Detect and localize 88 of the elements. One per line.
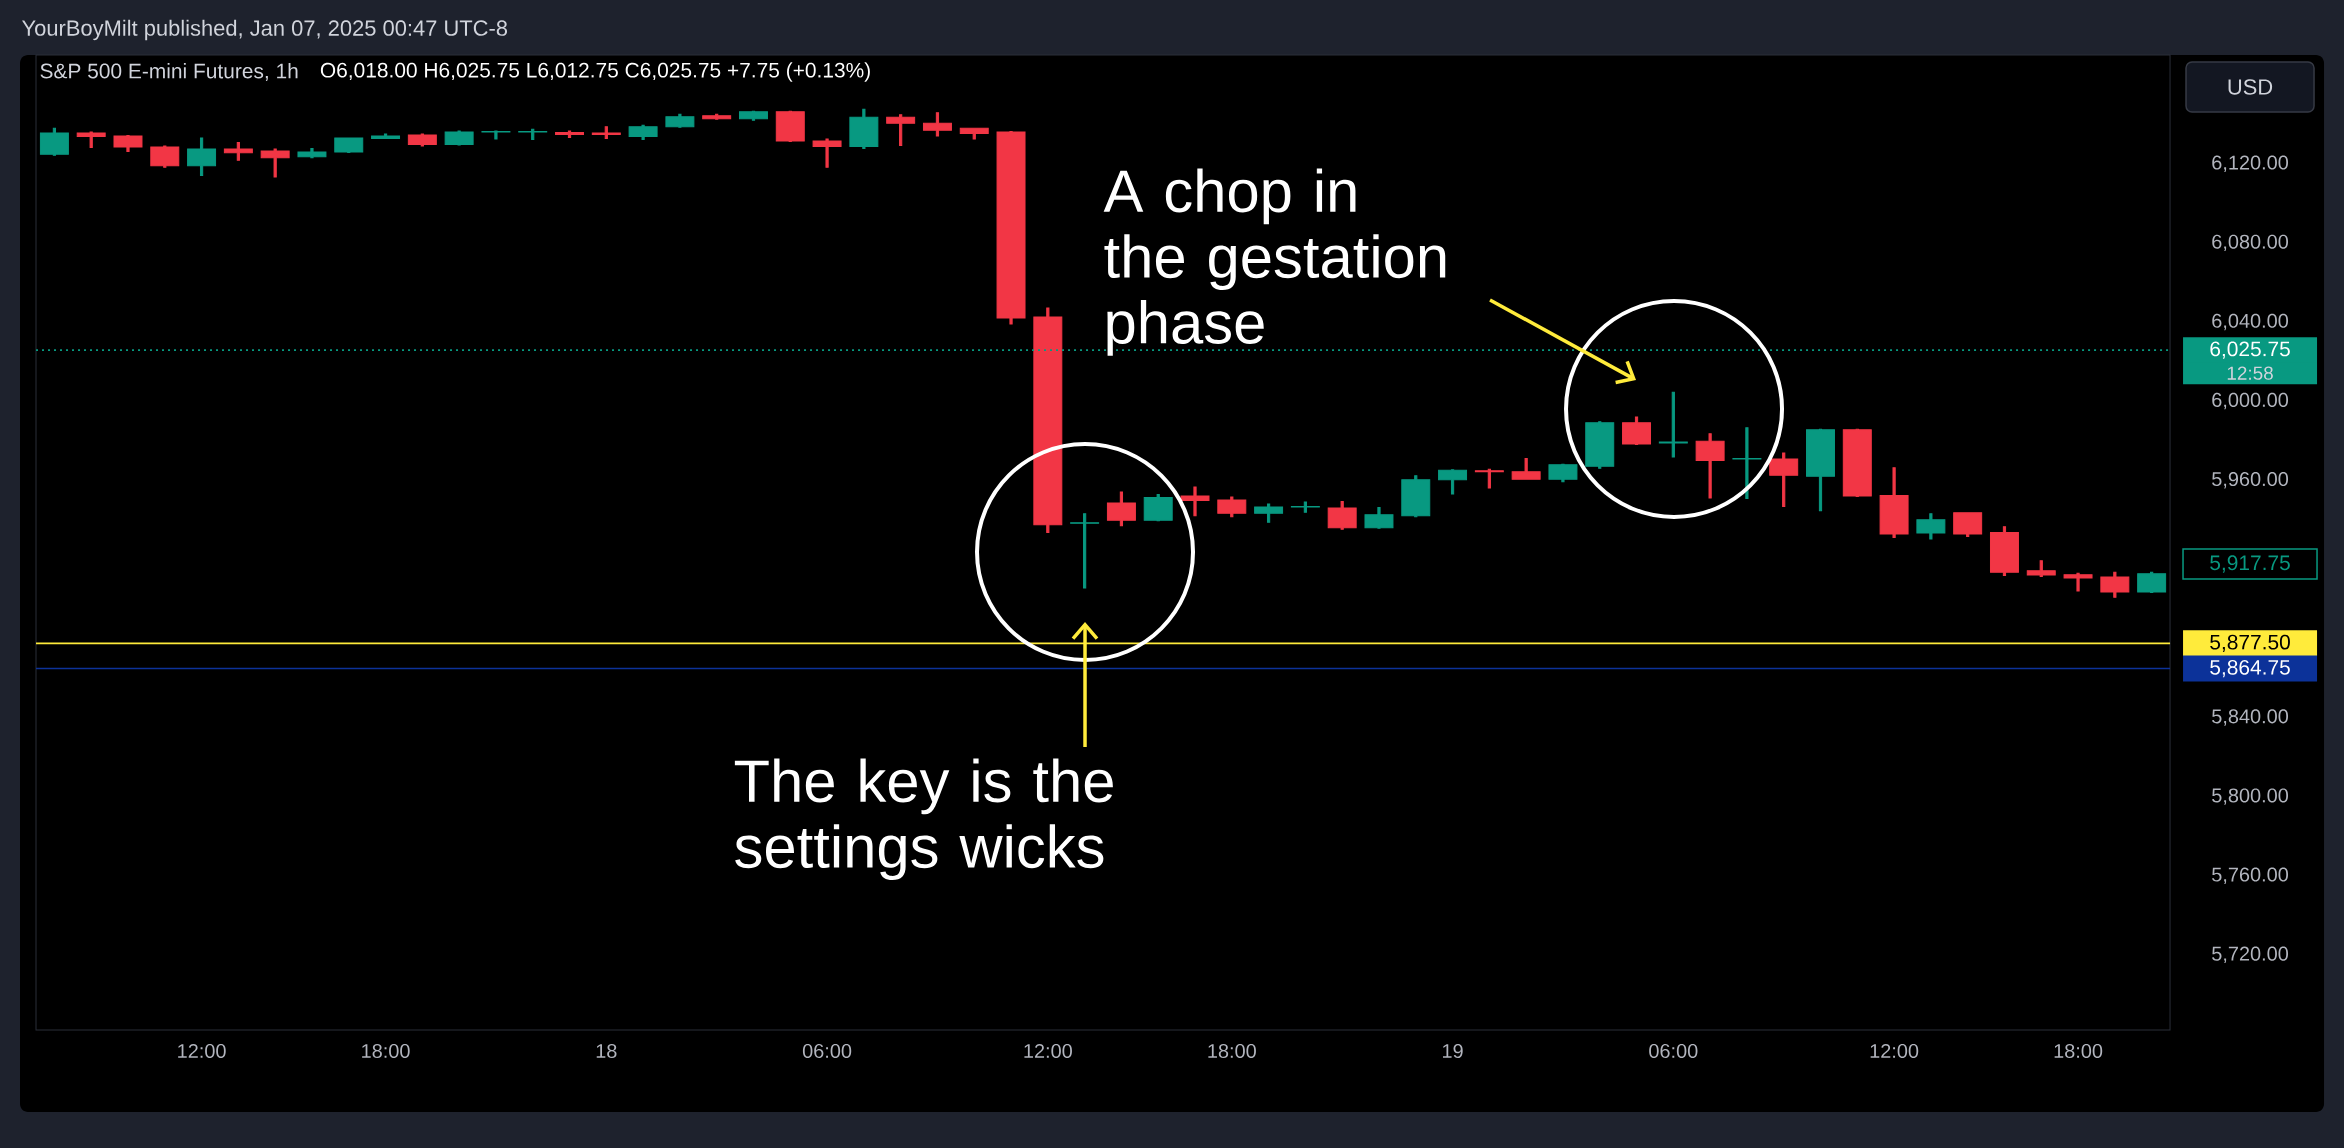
text: YourBoyMilt published, Jan 07, 2025 00:47 UTC-8 xyxy=(22,19,508,41)
x-tick-label: 18:00 xyxy=(2054,1043,2103,1059)
candlestick xyxy=(1438,469,1468,495)
candlestick xyxy=(444,130,474,146)
x-tick-label: 12:00 xyxy=(178,1043,226,1059)
candlestick xyxy=(1953,512,1983,538)
text: 12:58 xyxy=(2227,366,2273,380)
candlestick xyxy=(297,147,327,159)
candlestick xyxy=(113,135,143,152)
text: USD xyxy=(2228,79,2273,95)
candlestick xyxy=(1842,428,1872,497)
candlestick xyxy=(2026,560,2056,578)
y-tick-label: 6,120.00 xyxy=(2212,155,2289,172)
candlestick xyxy=(1364,506,1394,529)
candlestick xyxy=(1106,491,1136,527)
y-tick-label: 5,800.00 xyxy=(2212,788,2289,805)
candlestick xyxy=(1254,503,1284,523)
candlestick xyxy=(1474,468,1504,489)
candlestick xyxy=(1548,463,1578,483)
y-tick-label: 6,040.00 xyxy=(2212,313,2289,331)
candlestick xyxy=(2137,571,2167,593)
candlestick xyxy=(260,148,290,178)
annotation: A chop in the gestation phase xyxy=(1103,168,1446,356)
candlestick xyxy=(775,110,805,142)
candlestick xyxy=(1585,421,1615,469)
candlestick xyxy=(76,131,106,148)
x-tick-label: 19 xyxy=(1442,1043,1463,1059)
candlestick xyxy=(1217,496,1247,518)
candlestick xyxy=(702,113,732,120)
candlestick xyxy=(1769,452,1799,507)
candlestick xyxy=(1180,486,1210,517)
candlestick xyxy=(1658,391,1688,458)
y-tick-label: 5,960.00 xyxy=(2212,471,2289,489)
candlestick xyxy=(1732,427,1762,499)
candlestick xyxy=(334,137,364,153)
candlestick xyxy=(1327,500,1357,530)
candlestick xyxy=(1622,416,1652,446)
candlestick xyxy=(1070,513,1100,589)
candlestick xyxy=(1879,467,1909,539)
ref-line-label: 5,877.50 xyxy=(2210,634,2290,652)
x-tick-label: 12:00 xyxy=(1024,1043,1072,1059)
candlestick xyxy=(886,114,916,146)
candlestick xyxy=(518,128,548,141)
x-tick-label: 12:00 xyxy=(1870,1043,1919,1059)
text: 5,917.75 xyxy=(2210,555,2290,573)
ref-line-label: 5,864.75 xyxy=(2210,659,2290,678)
candlestick xyxy=(1033,307,1063,534)
chart-subtitle: O6,018.00 H6,025.75 L6,012.75 C6,025.75 +7.75 (+0.13%) xyxy=(320,62,870,82)
candlestick xyxy=(150,145,180,168)
candlestick xyxy=(628,124,658,141)
y-tick-label: 5,840.00 xyxy=(2212,709,2289,726)
candlestick xyxy=(1695,433,1725,499)
candlestick xyxy=(996,131,1026,325)
candlestick xyxy=(1916,513,1946,540)
candlestick xyxy=(1401,475,1431,518)
y-tick-label: 5,760.00 xyxy=(2212,867,2289,884)
candlestick xyxy=(739,110,768,121)
x-tick-label: 18:00 xyxy=(1208,1043,1256,1059)
x-tick-label: 18:00 xyxy=(362,1043,410,1059)
candlestick xyxy=(1989,526,2019,577)
candlestick xyxy=(1290,501,1320,513)
candlestick xyxy=(1143,494,1173,522)
ref-line-label: 6,025.75 xyxy=(2210,341,2290,359)
candlestick xyxy=(2100,571,2130,598)
candlestick xyxy=(223,141,253,161)
annotation: The key is the settings wicks xyxy=(734,758,1113,880)
y-tick-label: 5,720.00 xyxy=(2212,946,2289,964)
x-tick-label: 06:00 xyxy=(802,1043,852,1059)
candlestick xyxy=(39,127,69,156)
x-tick-label: 18 xyxy=(596,1043,617,1059)
candlestick xyxy=(1511,457,1541,480)
candlestick xyxy=(1806,428,1835,512)
candlestick xyxy=(591,126,621,140)
candlestick xyxy=(371,133,401,140)
candlestick xyxy=(407,133,437,147)
candlestick xyxy=(922,112,952,137)
candlestick xyxy=(2063,572,2093,592)
candlestick xyxy=(849,108,879,149)
candlestick xyxy=(959,127,989,140)
candlestick xyxy=(187,137,217,177)
candlestick xyxy=(812,138,842,168)
candlestick xyxy=(481,130,511,140)
x-tick-label: 06:00 xyxy=(1649,1043,1698,1059)
chart-title: S&P 500 E-mini Futures, 1h xyxy=(40,63,298,81)
y-tick-label: 6,080.00 xyxy=(2212,234,2289,252)
y-tick-label: 6,000.00 xyxy=(2212,392,2289,410)
candlestick xyxy=(665,113,695,128)
candlestick xyxy=(555,130,584,139)
